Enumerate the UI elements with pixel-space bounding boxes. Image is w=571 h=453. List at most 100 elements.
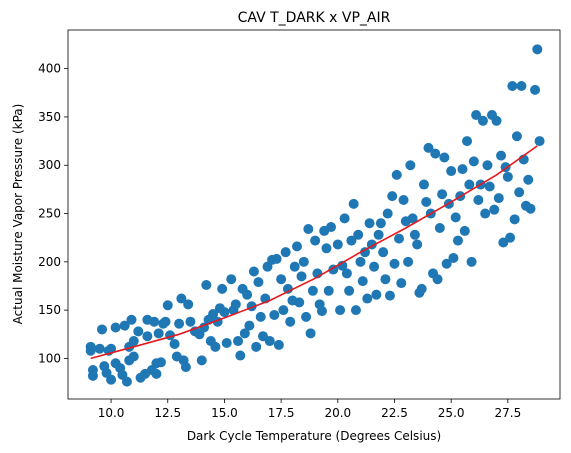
data-point [514,187,525,198]
plot-frame [67,29,561,400]
data-point [484,181,495,192]
data-point [149,316,160,327]
data-point [296,271,307,282]
data-point [121,376,132,387]
y-tick-label: 300 [38,158,61,172]
data-point [251,341,262,352]
data-point [407,213,418,224]
data-point [276,274,287,285]
data-point [452,235,463,246]
data-point [491,115,502,126]
data-point [462,136,473,147]
data-point [273,339,284,350]
data-point [332,239,343,250]
x-tick-label: 22.5 [381,406,408,420]
data-point [180,362,191,373]
y-tick-label: 400 [38,62,61,76]
data-point [271,253,282,264]
data-point [502,171,513,182]
data-point [373,229,384,240]
data-point [183,299,194,310]
y-tick-label: 350 [38,110,61,124]
data-point [448,252,459,263]
data-point [106,343,117,354]
data-point [378,247,389,258]
data-point [278,305,289,316]
data-point [482,160,493,171]
data-point [235,350,246,361]
data-point [421,196,432,207]
data-point [418,179,429,190]
data-point [160,316,171,327]
data-point [384,290,395,301]
data-point [210,341,221,352]
data-point [219,307,230,318]
data-point [239,328,250,339]
data-point [459,225,470,236]
data-point [511,131,522,142]
data-point [405,160,416,171]
data-point [326,222,337,233]
data-point [450,212,461,223]
data-point [298,256,309,267]
data-point [94,343,105,354]
data-point [269,309,280,320]
data-point [255,311,266,322]
data-point [321,243,332,254]
data-point [403,256,414,267]
data-point [432,274,443,285]
data-point [523,174,534,185]
y-axis: 100 150 200 250 300 350 400 [38,62,68,365]
data-point [532,44,543,55]
data-point [151,368,162,379]
data-point [339,213,350,224]
data-point [398,195,409,206]
data-point [128,336,139,347]
data-point [106,374,117,385]
data-point [282,283,293,294]
data-point [169,338,180,349]
data-point [289,261,300,272]
scatter-series [85,44,545,387]
x-tick-label: 27.5 [494,406,521,420]
data-point [217,283,228,294]
data-point [230,299,241,310]
data-point [364,218,375,229]
x-tick-label: 17.5 [268,406,295,420]
chart-title: CAV T_DARK x VP_AIR [238,10,391,26]
data-point [371,289,382,300]
data-point [350,305,361,316]
data-point [87,370,98,381]
data-point [525,203,536,214]
data-point [434,223,445,234]
data-point [412,239,423,250]
data-point [133,326,144,337]
data-point [307,285,318,296]
data-point [480,208,491,219]
data-point [142,331,153,342]
data-point [409,229,420,240]
data-point [344,285,355,296]
data-point [375,218,386,229]
data-point [477,115,488,126]
y-axis-label: Actual Moisture Vapor Pressure (kPa) [11,104,25,325]
data-point [155,357,166,368]
data-point [387,191,398,202]
data-point [464,179,475,190]
data-point [97,324,108,335]
data-point [226,274,237,285]
data-point [394,233,405,244]
data-point [489,204,500,215]
data-point [473,195,484,206]
fit-series [90,145,538,360]
data-point [346,235,357,246]
data-point [201,280,212,291]
data-point [396,278,407,289]
y-tick-label: 100 [38,351,61,365]
data-point [264,336,275,347]
data-point [362,293,373,304]
x-axis-label: Dark Cycle Temperature (Degrees Celsius) [187,429,441,443]
data-point [323,285,334,296]
data-point [530,84,541,95]
